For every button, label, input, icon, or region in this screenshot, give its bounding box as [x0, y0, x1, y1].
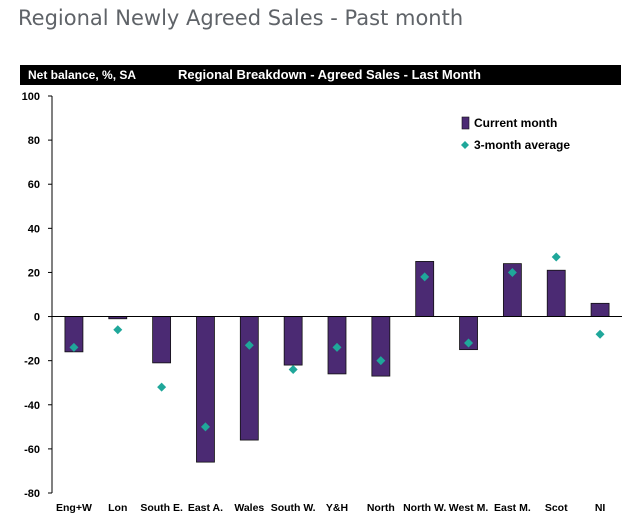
y-tick-label: 40 [28, 223, 40, 235]
x-tick-label: Lon [108, 502, 127, 514]
bar-current-month [152, 316, 172, 364]
x-tick-label: East M. [494, 502, 531, 514]
bar-current-month [546, 269, 566, 317]
marker-3-month-average [420, 272, 430, 282]
bar-current-month [590, 302, 610, 317]
y-tick-label: 20 [28, 267, 40, 279]
marker-3-month-average [244, 340, 254, 350]
y-axis-unit-label: Net balance, %, SA [28, 68, 137, 82]
x-tick-label: Y&H [326, 502, 348, 514]
marker-3-month-average [200, 422, 210, 432]
y-tick-label: 100 [22, 91, 40, 103]
chart-header-bar: Net balance, %, SA Regional Breakdown - … [20, 65, 621, 85]
marker-3-month-average [464, 338, 474, 348]
marker-3-month-average [332, 342, 342, 352]
bar-current-month [371, 316, 391, 377]
page-title: Regional Newly Agreed Sales - Past month [18, 6, 464, 30]
marker-3-month-average [288, 364, 298, 374]
x-tick-label: East A. [188, 502, 223, 514]
x-tick-label: Wales [234, 502, 264, 514]
legend-swatch-3-month-average [461, 141, 469, 149]
marker-3-month-average [507, 267, 517, 277]
legend-label-3-month-average: 3-month average [474, 138, 570, 152]
y-tick-label: -20 [24, 356, 40, 368]
x-tick-label: Scot [545, 502, 568, 514]
x-tick-label: South E. [140, 502, 183, 514]
marker-3-month-average [551, 252, 561, 262]
bar-current-month [196, 316, 215, 463]
marker-3-month-average [595, 329, 605, 339]
marker-3-month-average [69, 342, 79, 352]
bar-current-month [239, 316, 259, 441]
marker-3-month-average [376, 356, 386, 366]
x-tick-label: West M. [449, 502, 489, 514]
chart-title: Regional Breakdown - Agreed Sales - Last… [178, 67, 481, 82]
y-tick-label: 0 [34, 312, 40, 324]
x-tick-label: North W. [403, 502, 446, 514]
y-tick-label: -40 [24, 400, 40, 412]
x-tick-label: NI [595, 502, 606, 514]
legend-swatch-current-month [461, 116, 470, 130]
bar-current-month [415, 261, 435, 317]
y-tick-label: -60 [24, 444, 40, 456]
x-tick-label: South W. [271, 502, 316, 514]
y-tick-label: -80 [24, 488, 40, 500]
legend-label-current-month: Current month [474, 116, 557, 130]
marker-3-month-average [157, 382, 167, 392]
marker-3-month-average [113, 325, 123, 335]
x-tick-label: Eng+W [56, 502, 92, 514]
bar-current-month [283, 316, 303, 366]
y-tick-label: 80 [28, 135, 40, 147]
x-tick-label: North [367, 502, 395, 514]
y-tick-label: 60 [28, 179, 40, 191]
